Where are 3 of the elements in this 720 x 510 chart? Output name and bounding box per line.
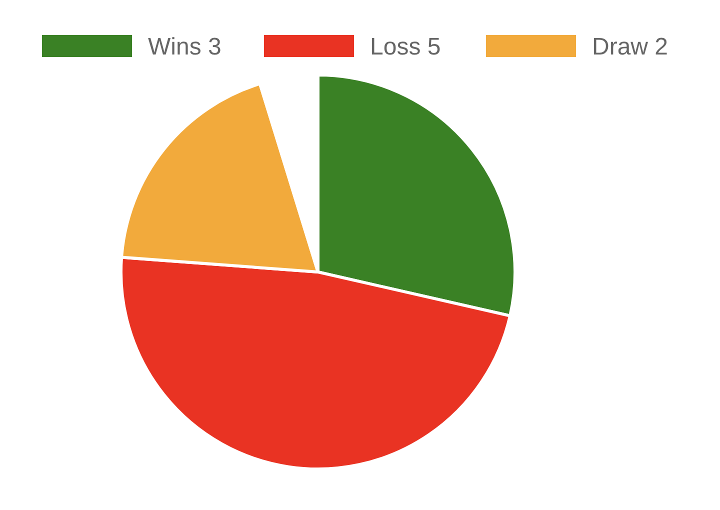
legend-label: Loss 5 bbox=[370, 34, 441, 61]
legend-label: Draw 2 bbox=[592, 34, 668, 61]
legend-label: Wins 3 bbox=[148, 34, 222, 61]
